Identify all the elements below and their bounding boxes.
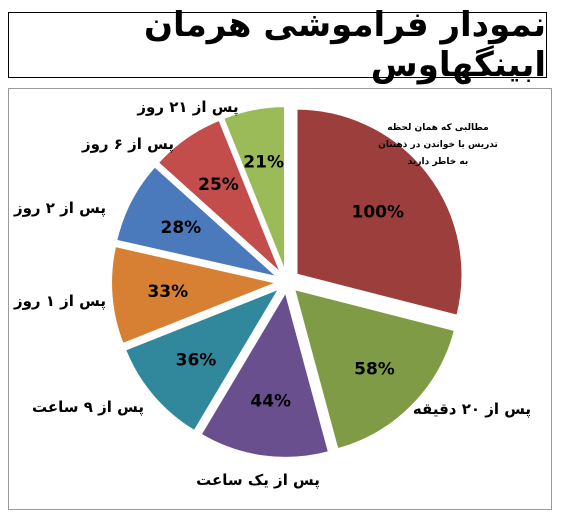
slice-value-label-1: 100% xyxy=(352,203,405,223)
pie-slice-6 xyxy=(115,164,282,280)
pie-slice-7 xyxy=(156,118,283,275)
pie-slice-1 xyxy=(295,107,464,317)
category-label-2: پس از ۲۰ دقیقه xyxy=(413,400,531,419)
slice-value-label-2: 58% xyxy=(354,359,395,379)
pie-slice-3 xyxy=(199,289,331,459)
slice-value-label-6: 28% xyxy=(160,218,201,238)
pie-slice-4 xyxy=(123,286,282,433)
slice-value-label-5: 33% xyxy=(147,282,188,302)
category-label-8: پس از ۲۱ روز xyxy=(136,98,238,117)
category-label-7: پس از ۶ روز xyxy=(81,135,174,154)
category-label-1: مطالبی که همان لحظه تدریس یا خواندن در ذه… xyxy=(378,123,498,167)
pie-slice-8 xyxy=(221,105,287,273)
chart-title-box: نمودار فراموشی هرمان ابینگهاوس xyxy=(8,5,547,85)
pie-slice-2 xyxy=(292,287,457,451)
chart-title: نمودار فراموشی هرمان ابینگهاوس xyxy=(143,5,546,85)
pie-slice-5 xyxy=(110,244,281,346)
category-label-6: پس از ۲ روز xyxy=(13,199,106,218)
slice-value-label-4: 36% xyxy=(176,351,217,371)
category-label-4: پس از ۹ ساعت xyxy=(32,398,144,417)
slice-value-label-8: 21% xyxy=(243,152,284,172)
category-label-5: پس از ۱ روز xyxy=(13,292,106,311)
slice-value-label-3: 44% xyxy=(250,391,291,411)
slice-value-label-7: 25% xyxy=(198,175,239,195)
category-label-3: پس از یک ساعت xyxy=(196,471,320,490)
